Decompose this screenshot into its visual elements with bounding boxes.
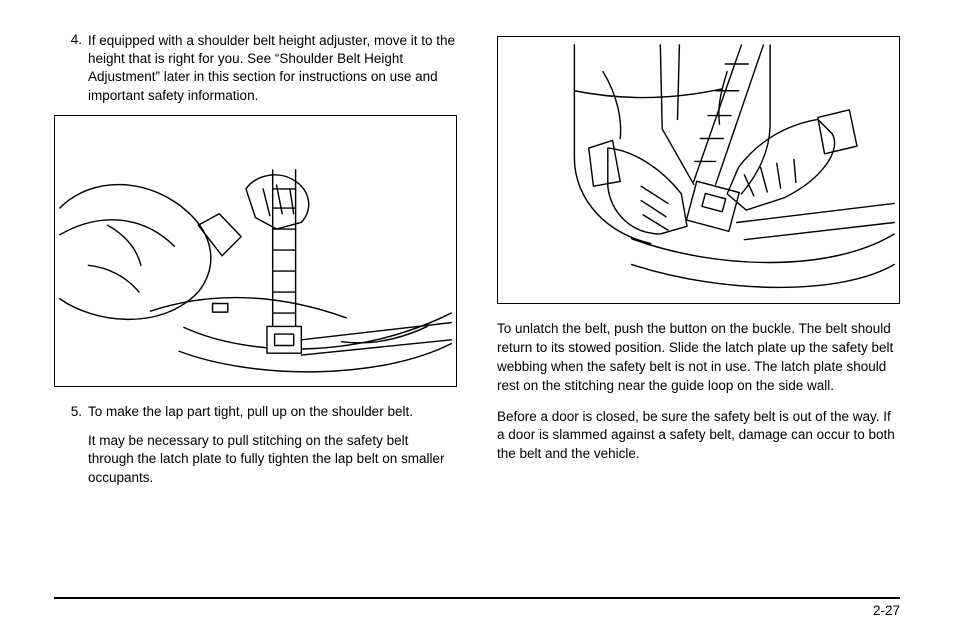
illustration-tighten-belt	[55, 116, 456, 386]
figure-unlatch-belt	[497, 36, 900, 304]
ordered-step-4: 4. If equipped with a shoulder belt heig…	[54, 32, 457, 105]
right-column: To unlatch the belt, push the button on …	[497, 32, 900, 495]
step-5-text: To make the lap part tight, pull up on t…	[88, 403, 457, 422]
left-column: 4. If equipped with a shoulder belt heig…	[54, 32, 457, 495]
page-footer: 2-27	[54, 597, 900, 618]
illustration-unlatch-belt	[498, 37, 899, 303]
step-5-number: 5.	[54, 403, 88, 422]
content-columns: 4. If equipped with a shoulder belt heig…	[54, 32, 900, 495]
unlatch-paragraph-1: To unlatch the belt, push the button on …	[497, 320, 900, 396]
figure-tighten-belt	[54, 115, 457, 387]
ordered-step-5: 5. To make the lap part tight, pull up o…	[54, 403, 457, 422]
unlatch-paragraph-2: Before a door is closed, be sure the saf…	[497, 408, 900, 465]
step-4-number: 4.	[54, 32, 88, 105]
page-number: 2-27	[54, 603, 900, 618]
footer-rule	[54, 597, 900, 599]
manual-page: 4. If equipped with a shoulder belt heig…	[0, 0, 954, 638]
step-4-text: If equipped with a shoulder belt height …	[88, 32, 457, 105]
step-5-note: It may be necessary to pull stitching on…	[88, 432, 457, 488]
ordered-step-5-block: 5. To make the lap part tight, pull up o…	[88, 403, 457, 488]
